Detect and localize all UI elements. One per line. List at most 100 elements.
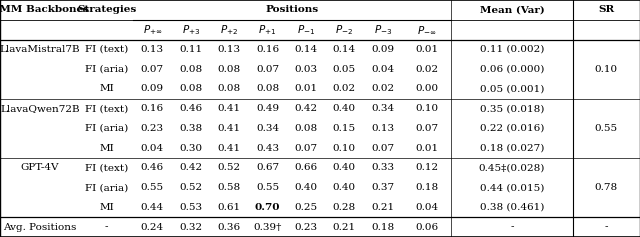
Text: GPT-4V: GPT-4V	[20, 163, 60, 172]
Text: 0.58: 0.58	[218, 183, 241, 192]
Text: 0.66: 0.66	[294, 163, 317, 172]
Text: 0.34: 0.34	[371, 104, 394, 113]
Text: 0.46: 0.46	[179, 104, 202, 113]
Text: 0.23: 0.23	[294, 223, 317, 232]
Text: 0.52: 0.52	[218, 163, 241, 172]
Text: LlavaMistral7B: LlavaMistral7B	[0, 45, 80, 54]
Text: 0.36: 0.36	[218, 223, 241, 232]
Text: 0.08: 0.08	[218, 65, 241, 74]
Text: 0.67: 0.67	[256, 163, 279, 172]
Text: FI (text): FI (text)	[85, 163, 128, 172]
Text: 0.09: 0.09	[141, 84, 164, 93]
Text: Avg. Positions: Avg. Positions	[3, 223, 77, 232]
Text: FI (aria): FI (aria)	[85, 124, 128, 133]
Text: 0.34: 0.34	[256, 124, 279, 133]
Text: 0.30: 0.30	[179, 144, 202, 153]
Text: MI: MI	[99, 203, 114, 212]
Text: 0.00: 0.00	[415, 84, 438, 93]
Text: 0.08: 0.08	[294, 124, 317, 133]
Text: 0.18 (0.027): 0.18 (0.027)	[480, 144, 544, 153]
Text: 0.12: 0.12	[415, 163, 438, 172]
Text: 0.46: 0.46	[141, 163, 164, 172]
Text: 0.21: 0.21	[371, 203, 394, 212]
Text: 0.16: 0.16	[256, 45, 279, 54]
Text: 0.01: 0.01	[294, 84, 317, 93]
Text: 0.08: 0.08	[218, 84, 241, 93]
Text: 0.45‡(0.028): 0.45‡(0.028)	[479, 163, 545, 172]
Text: LlavaQwen72B: LlavaQwen72B	[0, 104, 80, 113]
Text: 0.33: 0.33	[371, 163, 394, 172]
Text: FI (aria): FI (aria)	[85, 183, 128, 192]
Text: 0.06 (0.000): 0.06 (0.000)	[480, 65, 544, 74]
Text: 0.04: 0.04	[141, 144, 164, 153]
Text: 0.18: 0.18	[371, 223, 394, 232]
Text: $P_{+3}$: $P_{+3}$	[182, 23, 200, 36]
Text: 0.41: 0.41	[218, 144, 241, 153]
Text: FI (text): FI (text)	[85, 104, 128, 113]
Text: 0.70: 0.70	[255, 203, 280, 212]
Text: -: -	[510, 223, 514, 232]
Text: 0.10: 0.10	[595, 65, 618, 74]
Text: 0.28: 0.28	[333, 203, 356, 212]
Text: 0.02: 0.02	[333, 84, 356, 93]
Text: 0.49: 0.49	[256, 104, 279, 113]
Text: 0.13: 0.13	[218, 45, 241, 54]
Text: 0.14: 0.14	[333, 45, 356, 54]
Text: Positions: Positions	[266, 5, 319, 14]
Text: 0.38: 0.38	[179, 124, 202, 133]
Text: 0.78: 0.78	[595, 183, 618, 192]
Text: Strategies: Strategies	[77, 5, 136, 14]
Text: 0.16: 0.16	[141, 104, 164, 113]
Text: 0.55: 0.55	[595, 124, 618, 133]
Text: 0.04: 0.04	[371, 65, 394, 74]
Text: 0.43: 0.43	[256, 144, 279, 153]
Text: $P_{+\infty}$: $P_{+\infty}$	[143, 23, 162, 36]
Text: 0.18: 0.18	[415, 183, 438, 192]
Text: 0.14: 0.14	[294, 45, 317, 54]
Text: 0.35 (0.018): 0.35 (0.018)	[480, 104, 544, 113]
Text: FI (text): FI (text)	[85, 45, 128, 54]
Text: 0.05: 0.05	[333, 65, 356, 74]
Text: 0.32: 0.32	[179, 223, 202, 232]
Text: 0.52: 0.52	[179, 183, 202, 192]
Text: 0.05 (0.001): 0.05 (0.001)	[480, 84, 544, 93]
Text: 0.13: 0.13	[141, 45, 164, 54]
Text: 0.07: 0.07	[415, 124, 438, 133]
Text: $P_{-1}$: $P_{-1}$	[297, 23, 315, 36]
Text: 0.02: 0.02	[371, 84, 394, 93]
Text: 0.41: 0.41	[218, 104, 241, 113]
Text: 0.61: 0.61	[218, 203, 241, 212]
Text: 0.44 (0.015): 0.44 (0.015)	[480, 183, 544, 192]
Text: 0.11 (0.002): 0.11 (0.002)	[480, 45, 544, 54]
Text: SR: SR	[598, 5, 614, 14]
Text: 0.40: 0.40	[333, 104, 356, 113]
Text: MI: MI	[99, 84, 114, 93]
Text: 0.55: 0.55	[256, 183, 279, 192]
Text: 0.42: 0.42	[179, 163, 202, 172]
Text: $P_{-3}$: $P_{-3}$	[374, 23, 392, 36]
Text: MI: MI	[99, 144, 114, 153]
Text: Mean (Var): Mean (Var)	[479, 5, 545, 14]
Text: 0.24: 0.24	[141, 223, 164, 232]
Text: 0.09: 0.09	[371, 45, 394, 54]
Text: 0.40: 0.40	[333, 163, 356, 172]
Text: 0.10: 0.10	[415, 104, 438, 113]
Text: FI (aria): FI (aria)	[85, 65, 128, 74]
Text: 0.08: 0.08	[179, 84, 202, 93]
Text: 0.13: 0.13	[371, 124, 394, 133]
Text: $P_{-\infty}$: $P_{-\infty}$	[417, 24, 436, 36]
Text: 0.10: 0.10	[333, 144, 356, 153]
Text: 0.15: 0.15	[333, 124, 356, 133]
Text: $P_{+2}$: $P_{+2}$	[220, 23, 238, 36]
Text: 0.42: 0.42	[294, 104, 317, 113]
Text: 0.22 (0.016): 0.22 (0.016)	[480, 124, 544, 133]
Text: 0.44: 0.44	[141, 203, 164, 212]
Text: 0.53: 0.53	[179, 203, 202, 212]
Text: 0.08: 0.08	[179, 65, 202, 74]
Text: $P_{+1}$: $P_{+1}$	[259, 23, 276, 36]
Text: -: -	[605, 223, 608, 232]
Text: 0.41: 0.41	[218, 124, 241, 133]
Text: 0.11: 0.11	[179, 45, 202, 54]
Text: 0.40: 0.40	[294, 183, 317, 192]
Text: 0.38 (0.461): 0.38 (0.461)	[480, 203, 544, 212]
